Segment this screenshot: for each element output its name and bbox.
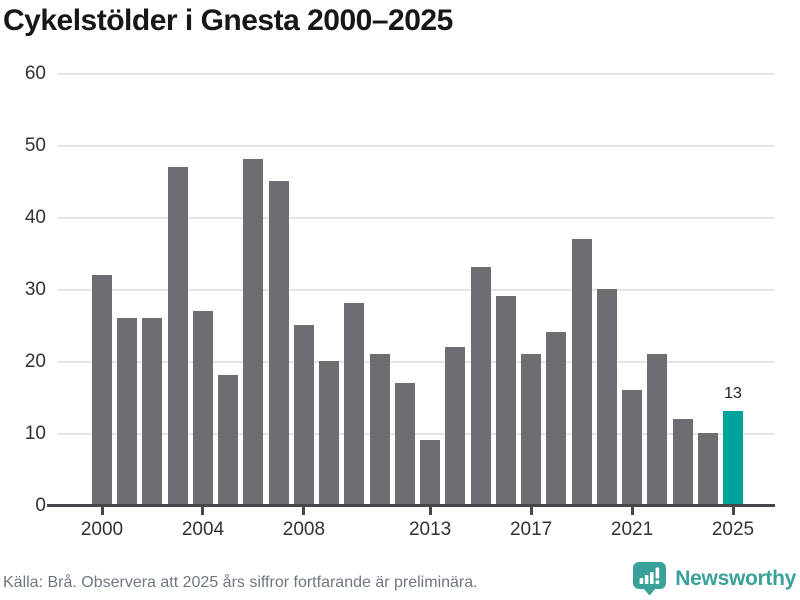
bar-2008 (293, 325, 314, 505)
x-axis-label-2004: 2004 (181, 519, 225, 540)
x-axis-label-2013: 2013 (408, 519, 452, 540)
bar-2002 (142, 317, 163, 505)
gridline-10 (58, 432, 774, 435)
bar-2014 (445, 346, 466, 505)
x-tick-2008 (302, 507, 306, 515)
bar-2018 (546, 332, 567, 505)
bar-2023 (672, 418, 693, 505)
bar-2001 (117, 317, 138, 505)
x-tick-2025 (731, 507, 735, 515)
x-tick-2021 (630, 507, 634, 515)
bar-2020 (596, 289, 617, 505)
y-axis-label-60: 60 (24, 62, 46, 84)
bar-2013 (420, 440, 441, 505)
newsworthy-wordmark: Newsworthy (675, 566, 796, 590)
bar-2007 (268, 181, 289, 505)
bar-2000 (92, 274, 112, 505)
y-axis-label-0: 0 (35, 494, 46, 516)
bar-2006 (243, 159, 264, 505)
bar-2016 (495, 296, 516, 505)
x-tick-2000 (100, 507, 104, 515)
x-tick-2013 (428, 507, 432, 515)
gridline-60 (58, 72, 774, 75)
newsworthy-icon (633, 562, 667, 596)
gridline-30 (58, 288, 774, 291)
x-axis-label-2000: 2000 (80, 519, 124, 540)
bar-value-label: 13 (724, 385, 742, 403)
x-tick-2017 (529, 507, 533, 515)
bar-highlighted-2025 (723, 411, 743, 505)
bar-2015 (470, 267, 491, 505)
bar-2004 (192, 310, 213, 505)
x-tick-2004 (201, 507, 205, 515)
x-axis-label-2008: 2008 (282, 519, 326, 540)
x-axis-line (47, 504, 775, 507)
bar-2005 (218, 375, 239, 505)
gridline-20 (58, 360, 774, 363)
bar-2017 (521, 353, 542, 505)
source-caption: Källa: Brå. Observera att 2025 års siffr… (3, 574, 478, 591)
gridline-50 (58, 144, 774, 147)
bar-2019 (571, 238, 592, 505)
bar-2024 (697, 433, 718, 505)
bar-2012 (394, 382, 415, 505)
x-axis-label-2025: 2025 (711, 519, 755, 540)
bar-2010 (344, 303, 365, 505)
bar-2011 (369, 353, 390, 505)
chart-title: Cykelstölder i Gnesta 2000–2025 (3, 4, 453, 37)
y-axis-label-40: 40 (24, 206, 46, 228)
x-axis-label-2021: 2021 (610, 519, 654, 540)
y-axis-label-30: 30 (24, 278, 46, 300)
bar-2022 (647, 353, 668, 505)
bar-2009 (319, 361, 340, 505)
bar-2021 (622, 389, 643, 505)
bar-2003 (167, 166, 188, 505)
y-axis-label-20: 20 (24, 350, 46, 372)
gridline-40 (58, 216, 774, 219)
newsworthy-logo: Newsworthy (632, 561, 796, 596)
x-axis-label-2017: 2017 (509, 519, 553, 540)
y-axis-label-50: 50 (24, 134, 46, 156)
y-axis-label-10: 10 (24, 422, 46, 444)
